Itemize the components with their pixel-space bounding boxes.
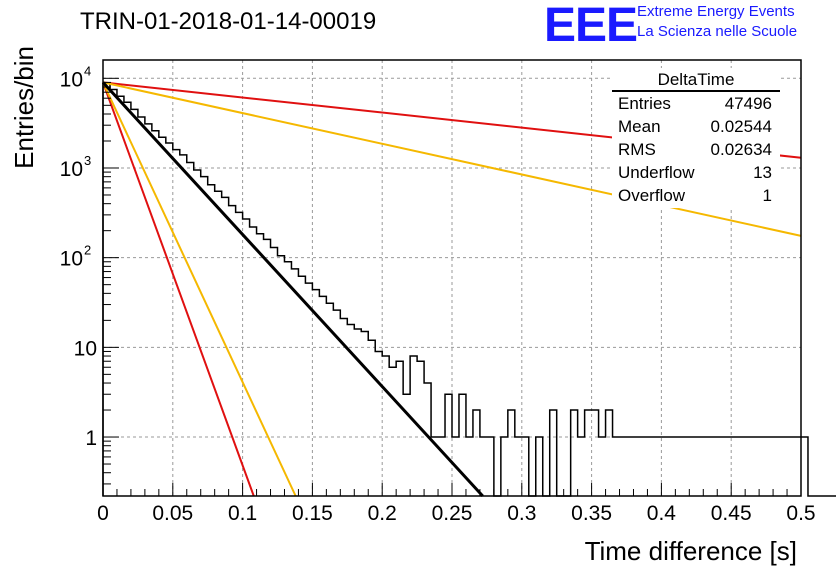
y-tick-label: 10 [74,337,97,360]
histogram [102,82,836,497]
fit-line [102,81,297,497]
histogram-outline [102,82,836,497]
x-tick-label: 0.15 [292,502,333,525]
plot-title: TRIN-01-2018-01-14-00019 [80,8,377,35]
stats-box: DeltaTime Entries 47496 Mean 0.02544 RMS… [612,68,780,208]
stats-value: 1 [762,186,772,205]
fit-line [102,82,255,497]
stats-value: 0.02634 [710,140,772,159]
stats-divider [612,90,780,92]
axes: 0 0.05 0.1 0.15 0.2 0.25 0.3 0.35 0.4 0.45 0.5 1 10 1… [60,63,816,525]
x-tick-label: 0.4 [647,502,677,525]
stats-row-rms: RMS 0.02634 [618,140,772,162]
stats-key: Entries [618,94,671,113]
stats-value: 13 [753,163,772,182]
eee-logo-line2: La Scienza nelle Scuole [637,23,798,40]
y-tick-label: 10 [60,248,83,271]
eee-logo: EEE Extreme Energy Events La Scienza nel… [540,0,836,52]
stats-value: 47496 [724,94,772,113]
y-tick-label: 10 [60,158,83,181]
stats-row-entries: Entries 47496 [618,94,772,116]
y-tick-label: 10 [60,68,83,91]
y-tick-exponent: 3 [84,153,91,168]
x-axis-label: Time difference [s] [585,536,797,566]
x-tick-label: 0.05 [152,502,193,525]
x-tick-label: 0.5 [786,502,815,525]
fit-line [102,81,802,237]
x-tick-label: 0 [97,502,109,525]
x-tick-label: 0.3 [507,502,536,525]
grid [103,60,801,496]
y-tick-exponent: 4 [84,63,91,78]
stats-row-underflow: Underflow 13 [618,163,772,185]
y-tick-exponent: 2 [84,243,91,258]
eee-logo-mark: EEE [544,0,638,52]
y-tick-label: 1 [85,427,97,450]
stats-row-mean: Mean 0.02544 [618,117,772,139]
stats-key: Mean [618,117,661,136]
x-tick-label: 0.1 [228,502,257,525]
stats-key: RMS [618,140,656,159]
stats-row-overflow: Overflow 1 [618,186,772,208]
x-tick-label: 0.25 [432,502,473,525]
stats-key: Underflow [618,163,695,182]
x-tick-label: 0.2 [368,502,397,525]
x-tick-label: 0.35 [571,502,612,525]
y-axis-label: Entries/bin [9,46,39,169]
stats-value: 0.02544 [710,117,772,136]
fit-line [101,81,484,498]
stats-key: Overflow [618,186,686,205]
eee-logo-line1: Extreme Energy Events [637,3,795,20]
stats-title: DeltaTime [657,70,735,89]
x-tick-label: 0.45 [711,502,752,525]
